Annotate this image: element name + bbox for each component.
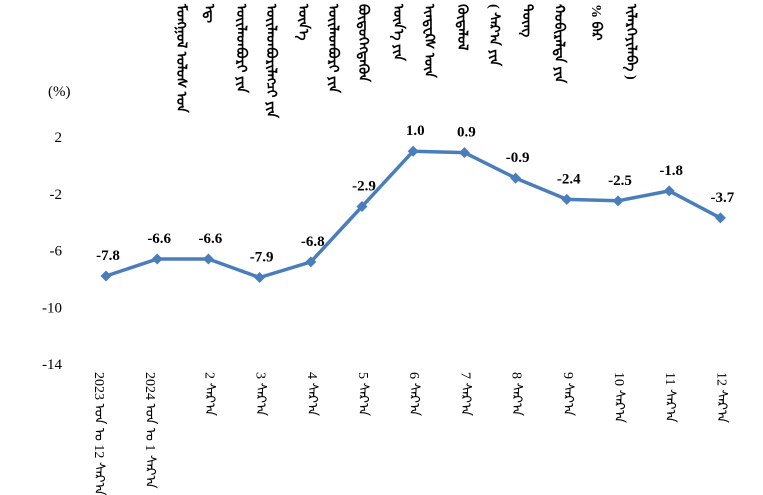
x-tick-label: 3 ᠰᠠᠷ᠎ᠠ [252,372,268,417]
data-label: 0.9 [457,125,476,141]
data-label: -7.8 [96,248,120,264]
chart-title-line: ᠳᠦᠩ [519,4,534,38]
data-point-marker [305,256,317,268]
x-tick-label: 4 ᠰᠠᠷ᠎ᠠ [303,372,319,417]
data-label: -7.9 [250,249,274,265]
data-label: -6.6 [199,231,223,247]
data-point-marker [151,253,163,265]
y-tick-label: -6 [50,244,63,260]
data-point-marker [561,193,573,205]
chart-title-line: ᠢᠯᠡᠷᠬᠡᠶᠢᠯᠡᠪᠡ ) [623,4,638,80]
data-point-marker [202,253,214,265]
x-tick-label: 2 ᠰᠠᠷ᠎ᠠ [201,372,217,417]
data-point-marker [510,172,522,184]
y-tick-label: -10 [42,300,62,316]
data-label: -2.5 [608,173,632,189]
chart-title-line: ᠪᠦᠲᠦᠭᠡᠭᠳᠡᠬᠦᠨ [355,4,370,82]
x-tick-label: 2023 ᠣᠨ ᠤ 12 ᠰᠠᠷ᠎ᠠ [91,372,106,495]
data-label: -2.9 [352,179,376,195]
data-point-marker [407,145,419,157]
data-point-marker [356,201,368,213]
x-tick-label: 5 ᠰᠠᠷ᠎ᠠ [355,372,370,417]
chart-title-line: ᠢᠨᠳᠧᠺᠰ ᠦᠨ [421,4,436,78]
data-point-marker [254,271,266,283]
data-label: -6.6 [147,231,171,247]
chart-title-line: % ᠪᠠᠷ [588,4,603,41]
line-chart: (%) 2 -2 -6 -10 -14 -7.8 -6.6 -6.6 -7.9 -6.8 -2.9 1… [42,84,735,373]
x-tick-label: 6 ᠰᠠᠷ᠎ᠠ [406,372,422,417]
y-axis: (%) 2 -2 -6 -10 -14 [42,84,71,373]
series-polyline [105,149,722,280]
data-label: -6.8 [301,234,325,250]
data-label: -2.4 [557,171,581,187]
data-point-marker [714,212,726,224]
series-line [100,145,726,283]
y-tick-label: 2 [55,130,63,146]
data-label: -3.7 [711,190,735,206]
chart-title-line: ( ᠰᠠᠷ᠎ᠠ ᠶᠢᠨ [486,4,501,67]
chart-title-line: ᠬᠥᠳᠡᠯᠦᠯ [454,4,469,51]
chart-title-line: ᠦᠢᠯᠡᠳᠪᠦᠷᠢ ᠶᠢᠨ [325,4,340,93]
data-label: -0.9 [506,150,530,166]
x-tick-label: 7 ᠰᠠᠷ᠎ᠠ [457,372,473,417]
data-point-marker [663,185,675,197]
chart-title-line: ᠦᠢᠯᠡᠳᠪᠦᠷᠢᠯᠡᠭᠴᠢ ᠶᠢᠨ [263,4,278,119]
x-tick-label: 2024 ᠣᠨ ᠤ 1 ᠰᠠᠷ᠎ᠠ [142,372,158,489]
y-axis-unit: (%) [48,84,71,100]
y-tick-label: -14 [42,357,62,373]
x-tick-label: 9 ᠰᠠᠷ᠎ᠠ [559,372,575,417]
x-tick-label: 8 ᠰᠠᠷ᠎ᠠ [508,372,524,417]
chart-title-line: ᠦᠨ᠎ᠡ [295,4,310,41]
chart-title-line: ᠦᠨ᠎ᠡ ᠶᠢᠨ [390,4,405,61]
data-labels: -7.8 -6.6 -6.6 -7.9 -6.8 -2.9 1.0 0.9 -0.9 -2.4 -2… [96,123,735,265]
data-label: -1.8 [659,163,683,179]
data-point-marker [100,270,112,282]
chart-title-line: ᠦᠢᠯᠡᠳᠪᠦᠷᠢ ᠶᠢᠨ [233,4,248,93]
chart-title-line: ᠬᠤᠪᠢᠷᠠᠯᠲᠠ ᠶᠢᠨ [551,4,566,84]
x-tick-label: 11 ᠰᠠᠷ᠎ᠠ [662,372,678,423]
x-tick-label: 12 ᠰᠠᠷ᠎ᠠ [713,372,729,424]
data-point-marker [612,195,624,207]
data-point-marker [458,147,470,159]
chart-title-line: ᠮᠣᠩᠭᠣᠯ ᠤᠯᠤᠰ ᠤᠨ [173,4,188,113]
data-label: 1.0 [406,123,425,139]
y-tick-label: -2 [50,187,63,203]
chart-title-line: ᠡᠳ᠋ [201,4,216,23]
x-tick-label: 10 ᠰᠠᠷ᠎ᠠ [611,372,626,424]
